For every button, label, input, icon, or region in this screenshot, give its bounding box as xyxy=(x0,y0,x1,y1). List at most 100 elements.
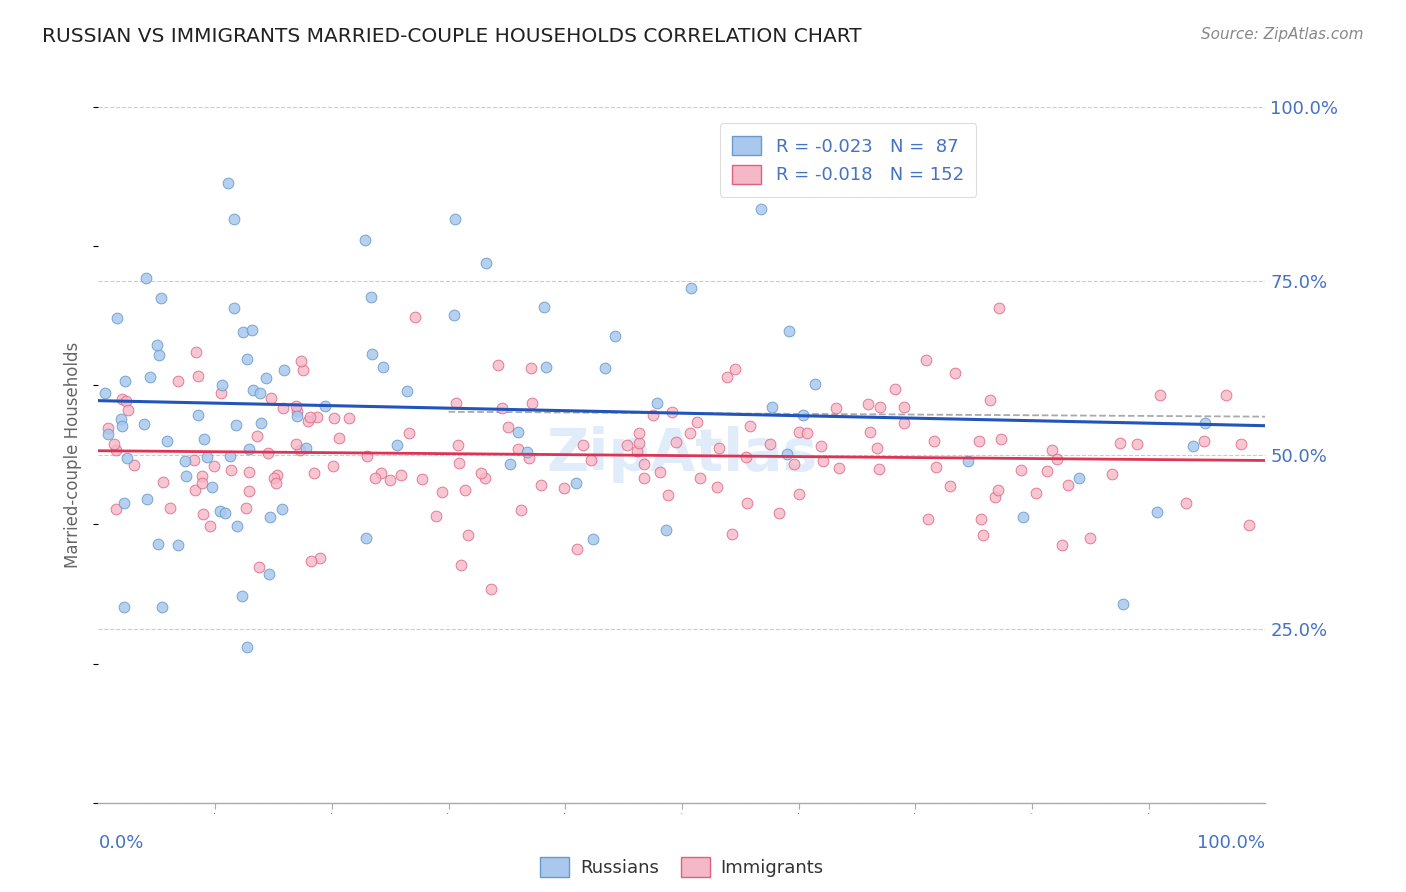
Point xyxy=(987,483,1010,498)
Point xyxy=(235,500,257,515)
Point xyxy=(571,438,593,452)
Point xyxy=(202,458,225,473)
Point xyxy=(356,449,378,463)
Point xyxy=(115,393,138,408)
Point xyxy=(1237,517,1260,532)
Point xyxy=(236,352,259,367)
Point xyxy=(139,370,162,384)
Point xyxy=(498,457,520,471)
Point xyxy=(284,399,307,413)
Point xyxy=(856,396,879,410)
Point xyxy=(868,462,890,476)
Point xyxy=(776,447,799,461)
Point xyxy=(105,501,128,516)
Point xyxy=(166,538,188,552)
Y-axis label: Married-couple Households: Married-couple Households xyxy=(65,342,83,568)
Point xyxy=(198,519,221,533)
Point xyxy=(398,426,420,441)
Point xyxy=(425,509,447,524)
Point xyxy=(135,271,157,285)
Point xyxy=(956,454,979,468)
Point xyxy=(201,480,224,494)
Point xyxy=(371,360,394,375)
Point xyxy=(385,438,408,452)
Point xyxy=(354,531,377,545)
Point xyxy=(893,401,915,415)
Point xyxy=(238,483,260,498)
Point xyxy=(150,600,173,615)
Point xyxy=(792,408,814,422)
Point xyxy=(111,419,134,434)
Point xyxy=(517,451,540,466)
Point xyxy=(444,396,467,410)
Point xyxy=(943,366,966,380)
Point xyxy=(302,466,325,480)
Point xyxy=(768,506,790,520)
Point xyxy=(290,443,312,458)
Point xyxy=(195,450,218,464)
Point xyxy=(759,437,782,451)
Point xyxy=(665,435,688,450)
Point xyxy=(516,444,538,458)
Point xyxy=(553,481,575,495)
Point xyxy=(475,256,498,270)
Point xyxy=(260,391,283,405)
Point xyxy=(284,437,307,451)
Point xyxy=(1215,388,1237,402)
Point xyxy=(939,479,962,493)
Point xyxy=(111,392,134,407)
Point xyxy=(643,409,665,423)
Point xyxy=(1125,437,1147,451)
Point xyxy=(110,411,132,425)
Point xyxy=(186,368,208,383)
Point xyxy=(603,329,626,343)
Point xyxy=(259,567,281,582)
Point xyxy=(738,419,761,434)
Point xyxy=(972,528,994,542)
Point xyxy=(922,434,945,449)
Point xyxy=(124,458,146,472)
Point xyxy=(208,503,231,517)
Point xyxy=(117,451,139,466)
Point xyxy=(249,385,271,400)
Point xyxy=(152,475,174,490)
Point xyxy=(1036,464,1059,478)
Point xyxy=(285,409,308,423)
Point xyxy=(114,600,136,615)
Point xyxy=(866,442,889,456)
Point xyxy=(273,363,295,377)
Point xyxy=(533,300,555,314)
Point xyxy=(796,425,818,440)
Point xyxy=(716,370,738,384)
Point xyxy=(457,528,479,542)
Point xyxy=(250,416,273,430)
Point xyxy=(218,449,240,463)
Point xyxy=(187,408,209,422)
Point xyxy=(190,468,212,483)
Point xyxy=(647,396,669,410)
Point xyxy=(616,438,638,452)
Point xyxy=(884,382,907,396)
Point xyxy=(582,533,605,547)
Point xyxy=(389,468,412,483)
Point xyxy=(925,460,948,475)
Point xyxy=(479,582,502,596)
Point xyxy=(657,488,679,502)
Point xyxy=(184,344,207,359)
Point xyxy=(238,442,260,457)
Point xyxy=(211,377,233,392)
Point xyxy=(97,427,120,442)
Point xyxy=(191,475,214,490)
Point xyxy=(679,281,702,295)
Point xyxy=(307,409,329,424)
Point xyxy=(661,405,683,419)
Point xyxy=(751,202,773,216)
Point xyxy=(159,501,181,516)
Point xyxy=(1078,532,1101,546)
Point xyxy=(209,386,232,401)
Point xyxy=(859,425,882,439)
Point xyxy=(828,461,851,475)
Point xyxy=(117,403,139,417)
Point xyxy=(1108,435,1130,450)
Point xyxy=(536,359,558,374)
